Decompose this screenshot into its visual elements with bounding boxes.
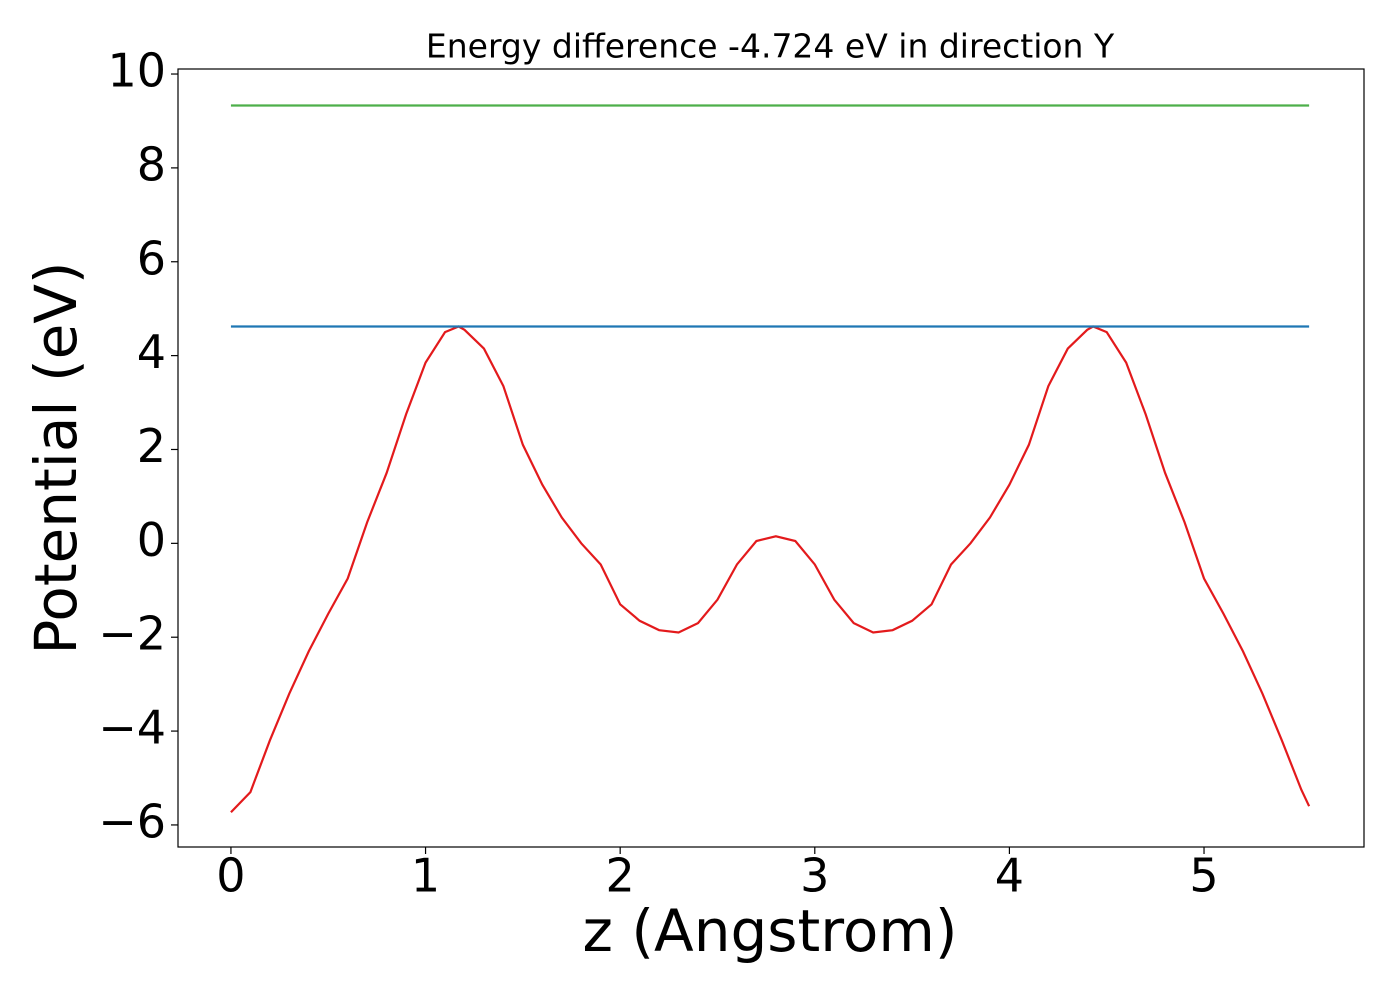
x-tick-label: 0 xyxy=(216,849,245,903)
y-tick-label: 10 xyxy=(107,44,166,98)
x-tick-label: 4 xyxy=(995,849,1024,903)
x-tick-label: 2 xyxy=(606,849,635,903)
plot-frame xyxy=(177,68,1365,848)
y-tick-label: 8 xyxy=(137,137,166,191)
y-tick-label: −6 xyxy=(98,794,166,848)
y-tick-label: −2 xyxy=(98,607,166,661)
y-tick-label: 4 xyxy=(137,325,166,379)
y-tick-label: 6 xyxy=(137,231,166,285)
y-axis-label: Potential (eV) xyxy=(22,261,90,654)
x-tick-label: 3 xyxy=(800,849,829,903)
y-tick-label: 0 xyxy=(137,513,166,567)
y-tick-label: 2 xyxy=(137,419,166,473)
y-tick-label: −4 xyxy=(98,701,166,755)
series-line xyxy=(230,325,1311,814)
chart-title: Energy difference -4.724 eV in direction… xyxy=(426,27,1115,66)
x-axis-label: z (Angstrom) xyxy=(583,897,958,965)
x-tick-label: 5 xyxy=(1189,849,1218,903)
x-tick-label: 1 xyxy=(411,849,440,903)
